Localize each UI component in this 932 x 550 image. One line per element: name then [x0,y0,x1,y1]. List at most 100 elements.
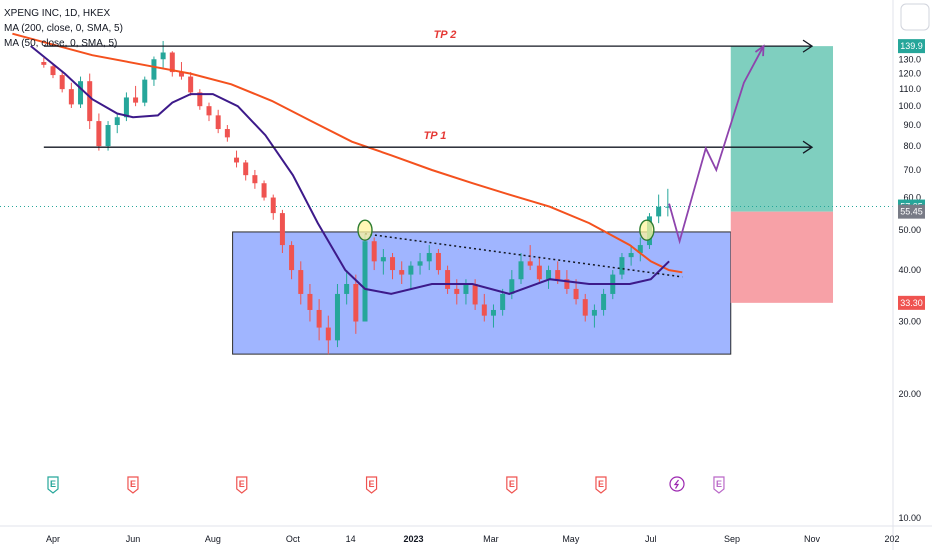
candle-body [445,270,451,289]
candle[interactable] [105,121,111,151]
earnings-marker[interactable]: E [236,476,248,494]
candle[interactable] [619,253,625,280]
candle-body [555,270,561,280]
candle[interactable] [435,248,441,275]
candle[interactable] [399,261,405,285]
candle-body [142,79,148,103]
price-tag[interactable]: 55.45 [898,204,925,219]
candle[interactable] [380,248,386,275]
price-tick-label: 70.0 [903,165,921,175]
candle[interactable] [133,85,139,107]
candle[interactable] [114,113,120,134]
candle[interactable] [344,270,350,305]
candle[interactable] [362,233,368,322]
candle[interactable] [628,245,634,266]
projection-path[interactable] [668,45,765,245]
candle[interactable] [178,62,184,80]
candle-body [261,183,267,198]
candle[interactable] [417,253,423,275]
candle[interactable] [656,194,662,224]
candle[interactable] [215,109,221,134]
candle[interactable] [665,188,671,217]
candle[interactable] [426,245,432,271]
candle-body [114,117,120,126]
candle[interactable] [252,169,258,189]
candle-body [536,265,542,280]
candle[interactable] [601,288,607,316]
candle[interactable] [500,288,506,316]
candle[interactable] [518,253,524,285]
position-loss-zone[interactable] [730,211,834,303]
earnings-marker[interactable] [669,476,685,492]
candle[interactable] [224,125,230,142]
candle[interactable] [353,274,359,334]
earnings-marker[interactable]: E [47,476,59,494]
earnings-marker[interactable]: E [595,476,607,494]
candle[interactable] [536,257,542,285]
candle[interactable] [206,102,212,122]
candle[interactable] [160,40,166,68]
candle[interactable] [325,315,331,355]
candle-body [481,304,487,316]
candle[interactable] [270,194,276,220]
candle[interactable] [582,293,588,322]
candle[interactable] [307,284,313,322]
breakout-marker[interactable] [357,219,373,241]
candle[interactable] [50,64,56,79]
candle[interactable] [68,82,74,108]
candle[interactable] [234,150,240,168]
candle-body [289,245,295,271]
breakout-marker[interactable] [639,219,655,241]
position-profit-zone[interactable] [730,46,834,212]
candle[interactable] [261,180,267,201]
candle[interactable] [591,304,597,328]
candle[interactable] [243,160,249,181]
candle[interactable] [78,76,84,108]
candle[interactable] [188,72,194,96]
candle[interactable] [637,237,643,262]
ma200-line[interactable] [12,32,683,274]
candle[interactable] [371,237,377,271]
candle[interactable] [142,76,148,107]
candle[interactable] [289,241,295,280]
candle[interactable] [169,51,175,77]
candle[interactable] [509,270,515,300]
target-line[interactable]: TP 2 [43,29,814,53]
candle-body [509,279,515,294]
candle[interactable] [279,209,285,254]
candle[interactable] [316,299,322,341]
ma50-line[interactable] [30,45,670,295]
candle[interactable] [96,113,102,151]
candle[interactable] [445,265,451,294]
candle[interactable] [490,304,496,328]
resistance-trendline[interactable] [364,233,683,278]
candle[interactable] [59,70,65,93]
candle[interactable] [546,265,552,289]
candle-body [96,121,102,147]
candle[interactable] [481,293,487,322]
time-tick-label: Sep [724,534,740,544]
candle[interactable] [573,279,579,305]
target-line[interactable]: TP 1 [43,130,814,154]
candle[interactable] [298,261,304,305]
earnings-marker[interactable]: E [127,476,139,494]
price-tag[interactable]: 139.9 [898,39,925,54]
range-box[interactable] [232,231,732,355]
earnings-marker[interactable]: E [713,476,725,494]
candle[interactable] [527,245,533,271]
candle-body [463,284,469,294]
candle[interactable] [41,57,47,68]
candle[interactable] [390,253,396,280]
earnings-marker[interactable]: E [365,476,378,494]
candle-body [472,284,478,305]
candle[interactable] [151,56,157,86]
earnings-marker[interactable]: E [506,476,518,494]
chart-settings-button[interactable] [900,3,930,31]
candle[interactable] [408,261,414,289]
price-tag[interactable]: 33.30 [898,295,925,310]
candle-body [50,66,56,76]
candle[interactable] [87,73,93,130]
candle[interactable] [197,89,203,110]
candle[interactable] [334,284,340,348]
